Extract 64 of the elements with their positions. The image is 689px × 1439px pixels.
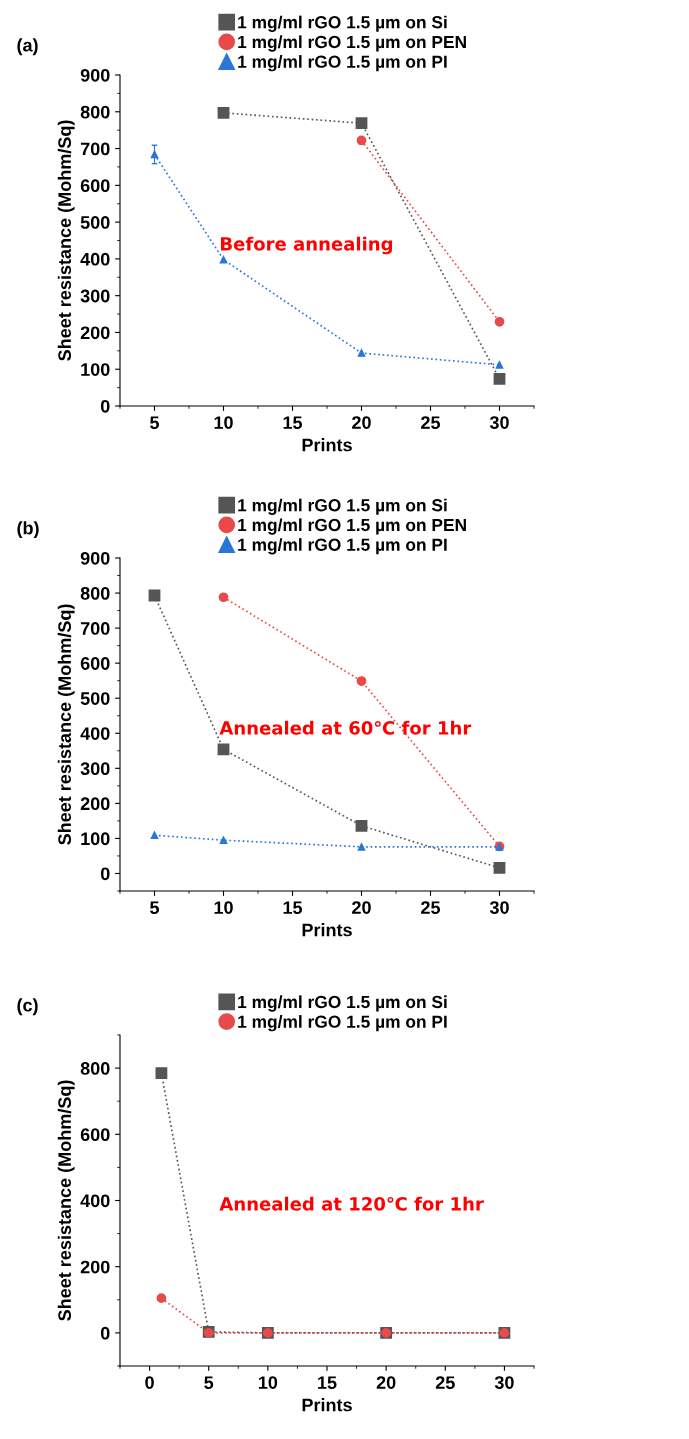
y-tick-label: 0	[100, 1326, 110, 1340]
y-tick-label: 400	[80, 1194, 110, 1208]
y-tick-label: 200	[80, 1260, 110, 1274]
x-tick-label: 15	[283, 901, 303, 914]
chart-title: (a)	[17, 38, 38, 56]
x-axis-title: Prints	[302, 923, 352, 937]
y-tick-label: 400	[80, 727, 110, 740]
x-tick-label: 10	[214, 901, 233, 914]
y-tick-label: 300	[80, 289, 110, 303]
y-tick-label: 500	[80, 216, 110, 229]
legend-label: 1 mg/ml rGO 1.5 µm on Si	[238, 498, 447, 515]
y-axis-title: Sheet resistance (Mohm/Sq)	[57, 604, 75, 845]
x-tick-label: 10	[258, 1376, 278, 1389]
legend-label: 1 mg/ml rGO 1.5 µm on PEN	[238, 35, 466, 52]
y-tick-label: 100	[81, 832, 110, 846]
y-tick-label: 100	[81, 363, 110, 376]
x-tick-label: 30	[489, 901, 509, 915]
x-tick-label: 25	[421, 416, 441, 429]
x-tick-label: 20	[376, 1376, 396, 1389]
y-tick-label: 800	[80, 586, 110, 600]
x-tick-label: 15	[318, 1376, 337, 1389]
y-tick-label: 900	[80, 68, 110, 82]
legend-label: 1 mg/ml rGO 1.5 µm on PI	[238, 538, 447, 555]
chart-title: (c)	[17, 998, 38, 1016]
y-axis-title: Sheet resistance (Mohm/Sq)	[57, 1080, 75, 1321]
legend-label: 1 mg/ml rGO 1.5 µm on Si	[238, 15, 447, 32]
x-tick-label: 5	[150, 901, 160, 914]
x-axis-title: Prints	[302, 1398, 352, 1412]
x-tick-label: 5	[150, 416, 160, 429]
y-tick-label: 600	[80, 1128, 110, 1142]
legend-label: 1 mg/ml rGO 1.5 µm on Si	[238, 995, 447, 1012]
x-tick-label: 15	[283, 416, 303, 429]
x-tick-label: 30	[494, 1376, 514, 1390]
y-tick-label: 300	[80, 762, 110, 776]
annotation: Before annealing	[221, 236, 393, 255]
y-tick-label: 700	[80, 622, 110, 635]
x-tick-label: 30	[489, 416, 509, 430]
y-tick-label: 900	[80, 551, 110, 565]
y-tick-label: 800	[80, 1062, 110, 1075]
legend-label: 1 mg/ml rGO 1.5 µm on PI	[238, 1015, 447, 1032]
legend-label: 1 mg/ml rGO 1.5 µm on PI	[238, 55, 447, 72]
y-tick-label: 0	[100, 399, 110, 413]
y-tick-label: 200	[80, 797, 110, 811]
x-axis-title: Prints	[302, 438, 352, 452]
y-axis-title: Sheet resistance (Mohm/Sq)	[57, 120, 75, 361]
y-tick-label: 800	[80, 105, 110, 119]
annotation: Annealed at 60℃ for 1hr	[219, 720, 472, 735]
x-tick-label: 25	[421, 901, 441, 914]
y-tick-label: 700	[80, 142, 110, 156]
x-tick-label: 5	[204, 1376, 214, 1389]
y-tick-label: 500	[80, 692, 110, 705]
y-tick-label: 400	[80, 252, 110, 266]
x-tick-label: 0	[145, 1376, 154, 1389]
x-tick-label: 20	[352, 416, 371, 429]
annotation: Annealed at 120℃ for 1hr	[219, 1196, 484, 1211]
y-tick-label: 600	[80, 657, 110, 670]
y-tick-label: 0	[100, 867, 110, 881]
x-tick-label: 25	[435, 1376, 455, 1389]
x-tick-label: 20	[352, 901, 371, 914]
legend-label: 1 mg/ml rGO 1.5 µm on PEN	[238, 518, 466, 535]
y-tick-label: 200	[80, 326, 110, 340]
x-tick-label: 10	[214, 416, 233, 429]
y-tick-label: 600	[80, 179, 110, 193]
chart-title: (b)	[17, 521, 39, 539]
